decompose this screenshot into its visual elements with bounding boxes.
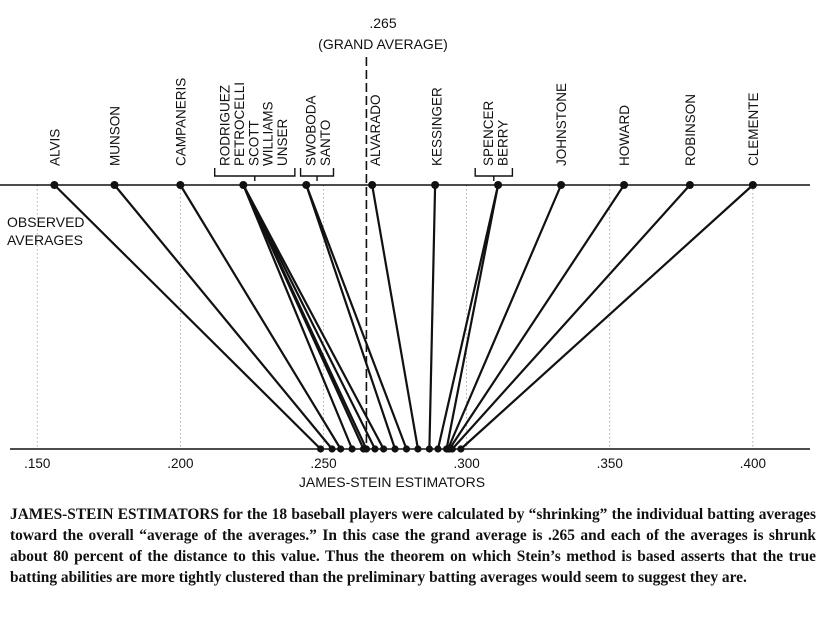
player-label-13: BERRY	[495, 120, 510, 166]
observed-point-6	[431, 181, 440, 189]
observed-point-5	[368, 181, 377, 189]
group-bracket-0	[213, 168, 296, 181]
connector-9	[305, 184, 408, 450]
tick-label-5: .400	[740, 456, 766, 471]
estimated-point-2	[337, 445, 345, 453]
player-label-0: ALVIS	[47, 129, 62, 166]
connector-0	[53, 184, 322, 450]
player-label-2: CAMPANERIS	[173, 78, 188, 166]
figure-caption: JAMES-STEIN ESTIMATORS for the 18 baseba…	[10, 506, 816, 586]
group-bracket-2	[474, 168, 514, 181]
connector-17	[460, 184, 754, 450]
player-label-3: RODRIGUEZ	[218, 85, 233, 166]
connector-5	[242, 184, 368, 450]
x-tick-labels: .150 .200 .250 .300 .350 .400	[24, 456, 766, 471]
estimated-point-17	[457, 445, 465, 453]
player-label-5: SCOTT	[246, 120, 261, 166]
connector-2	[179, 184, 342, 450]
grand-average-value: .265	[369, 15, 396, 31]
grand-average-label: (GRAND AVERAGE)	[318, 36, 448, 52]
connector-6	[242, 184, 376, 450]
estimated-point-8	[391, 445, 399, 453]
connector-11	[428, 184, 437, 450]
connector-16	[451, 184, 691, 450]
player-label-9: SANTO	[318, 120, 333, 166]
estimated-point-10	[414, 445, 422, 453]
observed-point-3	[239, 181, 248, 189]
observed-point-1	[110, 181, 119, 189]
estimated-point-1	[328, 445, 336, 453]
observed-averages-label-line-2: AVERAGES	[7, 232, 83, 248]
observed-point-7	[494, 181, 503, 189]
estimated-point-5	[362, 445, 371, 453]
tick-label-1: .200	[167, 456, 193, 471]
player-label-4: PETROCELLI	[232, 82, 247, 166]
shrinkage-connector-lines	[53, 184, 754, 450]
connector-14	[446, 184, 563, 450]
estimated-point-11	[425, 445, 433, 453]
tick-label-0: .150	[24, 456, 50, 471]
estimated-point-16	[448, 445, 456, 453]
player-label-14: JOHNSTONE	[554, 83, 569, 166]
connector-10	[371, 184, 420, 450]
estimated-point-7	[379, 445, 388, 453]
observed-point-4	[302, 181, 311, 189]
tick-label-4: .350	[597, 456, 623, 471]
connector-7	[242, 184, 385, 450]
tick-label-3: .300	[453, 456, 479, 471]
player-label-10: ALVARADO	[368, 94, 383, 166]
player-label-6: WILLIAMS	[261, 101, 276, 166]
player-label-17: CLEMENTE	[746, 92, 761, 166]
observed-point-9	[620, 181, 629, 189]
observed-averages-label-line-1: OBSERVED	[7, 214, 85, 230]
estimated-point-6	[371, 445, 379, 453]
group-bracket-1	[299, 168, 335, 181]
player-labels: ALVIS MUNSON CAMPANERIS RODRIGUEZ PETROCELLI…	[47, 78, 760, 166]
x-axis-title: JAMES-STEIN ESTIMATORS	[299, 474, 485, 490]
connector-12	[436, 184, 500, 450]
observed-point-0	[50, 181, 59, 189]
player-label-1: MUNSON	[108, 106, 123, 166]
connector-3	[242, 184, 354, 450]
player-label-16: ROBINSON	[683, 94, 698, 166]
observed-point-8	[557, 181, 566, 189]
shrinkage-chart: ALVIS MUNSON CAMPANERIS RODRIGUEZ PETROCELLI…	[0, 15, 810, 490]
connector-1	[113, 184, 333, 450]
observed-point-2	[176, 181, 185, 189]
connector-8	[305, 184, 397, 450]
player-label-11: KESSINGER	[430, 87, 445, 166]
player-label-7: UNSER	[275, 118, 290, 166]
estimated-point-3	[348, 445, 356, 453]
tick-label-2: .250	[310, 456, 336, 471]
group-brackets	[213, 168, 514, 181]
connector-15	[448, 184, 625, 450]
observed-point-10	[685, 181, 694, 189]
estimated-point-0	[317, 445, 325, 453]
player-label-8: SWOBODA	[304, 95, 319, 166]
estimated-point-9	[402, 445, 411, 453]
observed-points	[50, 181, 757, 189]
connector-13	[445, 184, 500, 450]
player-label-12: SPENCER	[481, 100, 496, 166]
observed-point-11	[748, 181, 757, 189]
estimated-points	[317, 445, 465, 453]
player-label-15: HOWARD	[617, 105, 632, 166]
estimated-point-12	[434, 445, 442, 453]
